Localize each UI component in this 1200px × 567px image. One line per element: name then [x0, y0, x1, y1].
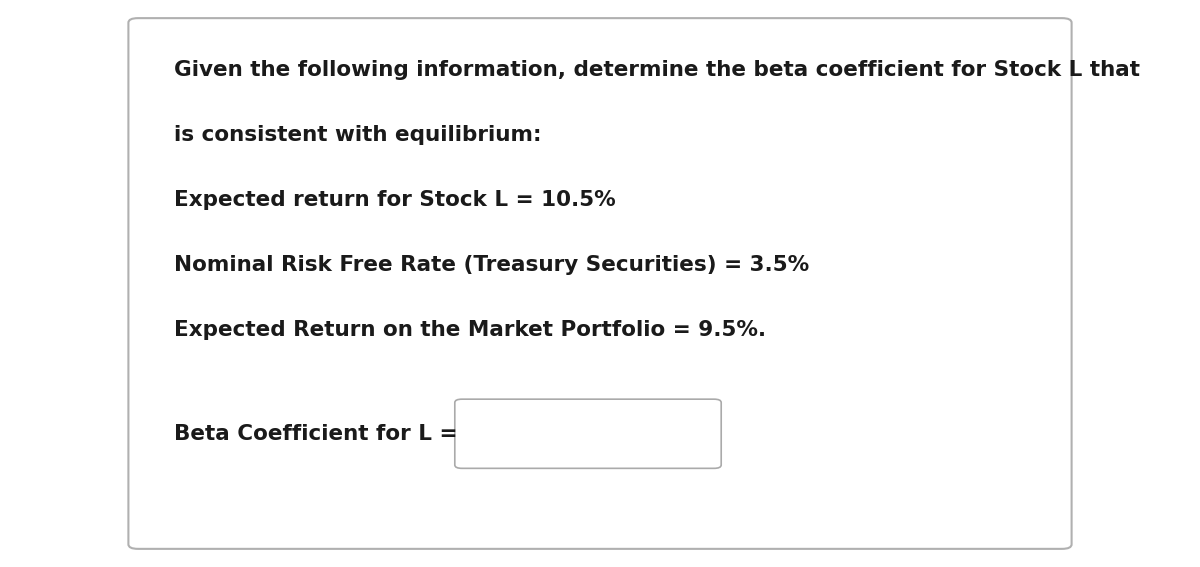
Text: is consistent with equilibrium:: is consistent with equilibrium:: [174, 125, 541, 145]
Text: Given the following information, determine the beta coefficient for Stock L that: Given the following information, determi…: [174, 60, 1140, 79]
Text: Expected return for Stock L = 10.5%: Expected return for Stock L = 10.5%: [174, 190, 616, 210]
Text: Nominal Risk Free Rate (Treasury Securities) = 3.5%: Nominal Risk Free Rate (Treasury Securit…: [174, 255, 809, 275]
Text: Expected Return on the Market Portfolio = 9.5%.: Expected Return on the Market Portfolio …: [174, 320, 766, 340]
Text: Beta Coefficient for L =: Beta Coefficient for L =: [174, 424, 457, 444]
